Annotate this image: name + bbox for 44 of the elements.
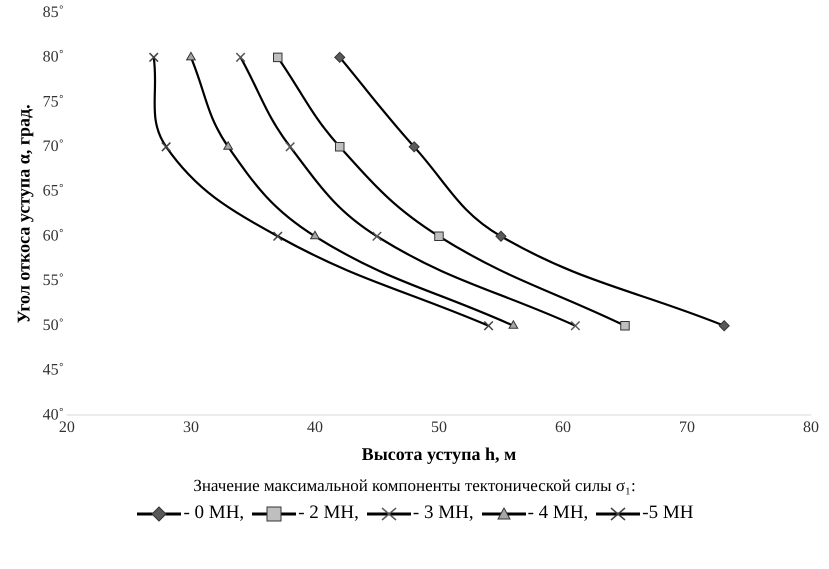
y-tick-label: 85˚	[42, 4, 64, 21]
point	[335, 142, 344, 152]
y-tick-label: 70˚	[42, 138, 64, 156]
point	[508, 320, 518, 329]
point	[272, 231, 283, 242]
point	[186, 52, 196, 60]
y-tick-label: 45˚	[42, 362, 64, 379]
point	[161, 142, 172, 152]
point	[495, 230, 506, 242]
x-tick-label: 80	[803, 419, 819, 436]
y-tick-label: 60˚	[42, 227, 64, 244]
point	[236, 52, 246, 62]
point	[570, 320, 580, 331]
x-tick-label: 30	[182, 419, 199, 436]
legend-title: Значение максимальной компоненты тектонической силы σ₁:	[192, 476, 637, 496]
point	[620, 320, 630, 330]
y-tick-label: 80˚	[42, 48, 64, 66]
legend-label: - 2 МН,	[298, 502, 359, 523]
y-tick-label: 75˚	[42, 93, 64, 110]
x-tick-label: 70	[678, 419, 695, 436]
legend-label: - 3 МН,	[412, 502, 474, 523]
y-tick-label: 55˚	[42, 272, 64, 290]
legend-label: -5 МН	[642, 502, 694, 523]
x-tick-label: 60	[554, 419, 571, 436]
point	[434, 232, 444, 242]
point	[148, 52, 159, 62]
point	[273, 52, 282, 62]
y-tick-label: 65˚	[42, 182, 64, 200]
legend-label: - 4 МН,	[528, 502, 588, 523]
point	[334, 52, 346, 63]
x-tick-label: 20	[58, 419, 75, 436]
point	[310, 230, 320, 240]
x-axis-title: Высота уступа h, м	[362, 444, 516, 464]
y-axis-title: Угол откоса уступа α, град.	[13, 104, 34, 324]
x-tick-label: 40	[306, 419, 323, 436]
legend-label: - 0 МН,	[183, 502, 244, 523]
point	[285, 142, 296, 152]
x-tick-label: 50	[430, 419, 447, 436]
point	[408, 141, 420, 152]
point	[223, 141, 233, 150]
point	[484, 320, 494, 331]
point	[718, 320, 730, 332]
point	[372, 231, 382, 242]
y-tick-label: 50˚	[42, 316, 64, 334]
